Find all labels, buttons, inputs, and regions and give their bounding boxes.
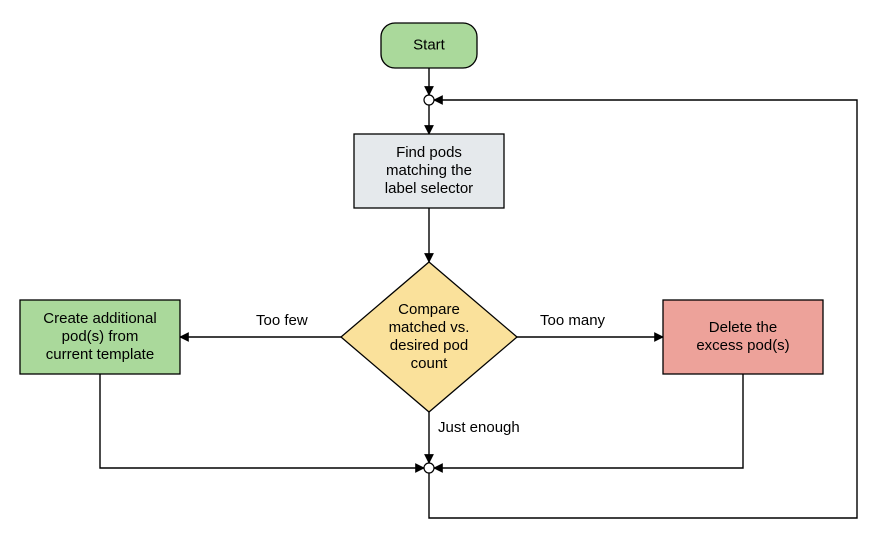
node-label-line: matched vs.: [389, 319, 470, 336]
node-compare: Comparematched vs.desired podcount: [341, 262, 517, 412]
node-create: Create additionalpod(s) fromcurrent temp…: [20, 300, 180, 374]
node-label-line: desired pod: [390, 337, 468, 354]
node-label-line: Find pods: [396, 144, 462, 161]
node-delete: Delete theexcess pod(s): [663, 300, 823, 374]
node-label-line: excess pod(s): [696, 337, 789, 354]
node-label-line: matching the: [386, 162, 472, 179]
node-start: Start: [381, 23, 477, 68]
edge-label-compare-to-jbottom: Just enough: [438, 419, 520, 436]
node-label-line: current template: [46, 346, 154, 363]
node-label-line: pod(s) from: [62, 328, 139, 345]
junction-bottom: [424, 463, 434, 473]
node-label-line: Compare: [398, 301, 460, 318]
node-label-line: Delete the: [709, 319, 777, 336]
node-label-line: count: [411, 355, 449, 372]
edge-label-compare-to-create: Too few: [256, 312, 308, 329]
node-label-line: label selector: [385, 180, 473, 197]
edge-label-compare-to-delete: Too many: [540, 312, 606, 329]
node-label-line: Start: [413, 36, 446, 53]
junction-top: [424, 95, 434, 105]
node-label-line: Create additional: [43, 310, 156, 327]
edge-create-down-right: [100, 374, 424, 468]
node-find: Find podsmatching thelabel selector: [354, 134, 504, 208]
